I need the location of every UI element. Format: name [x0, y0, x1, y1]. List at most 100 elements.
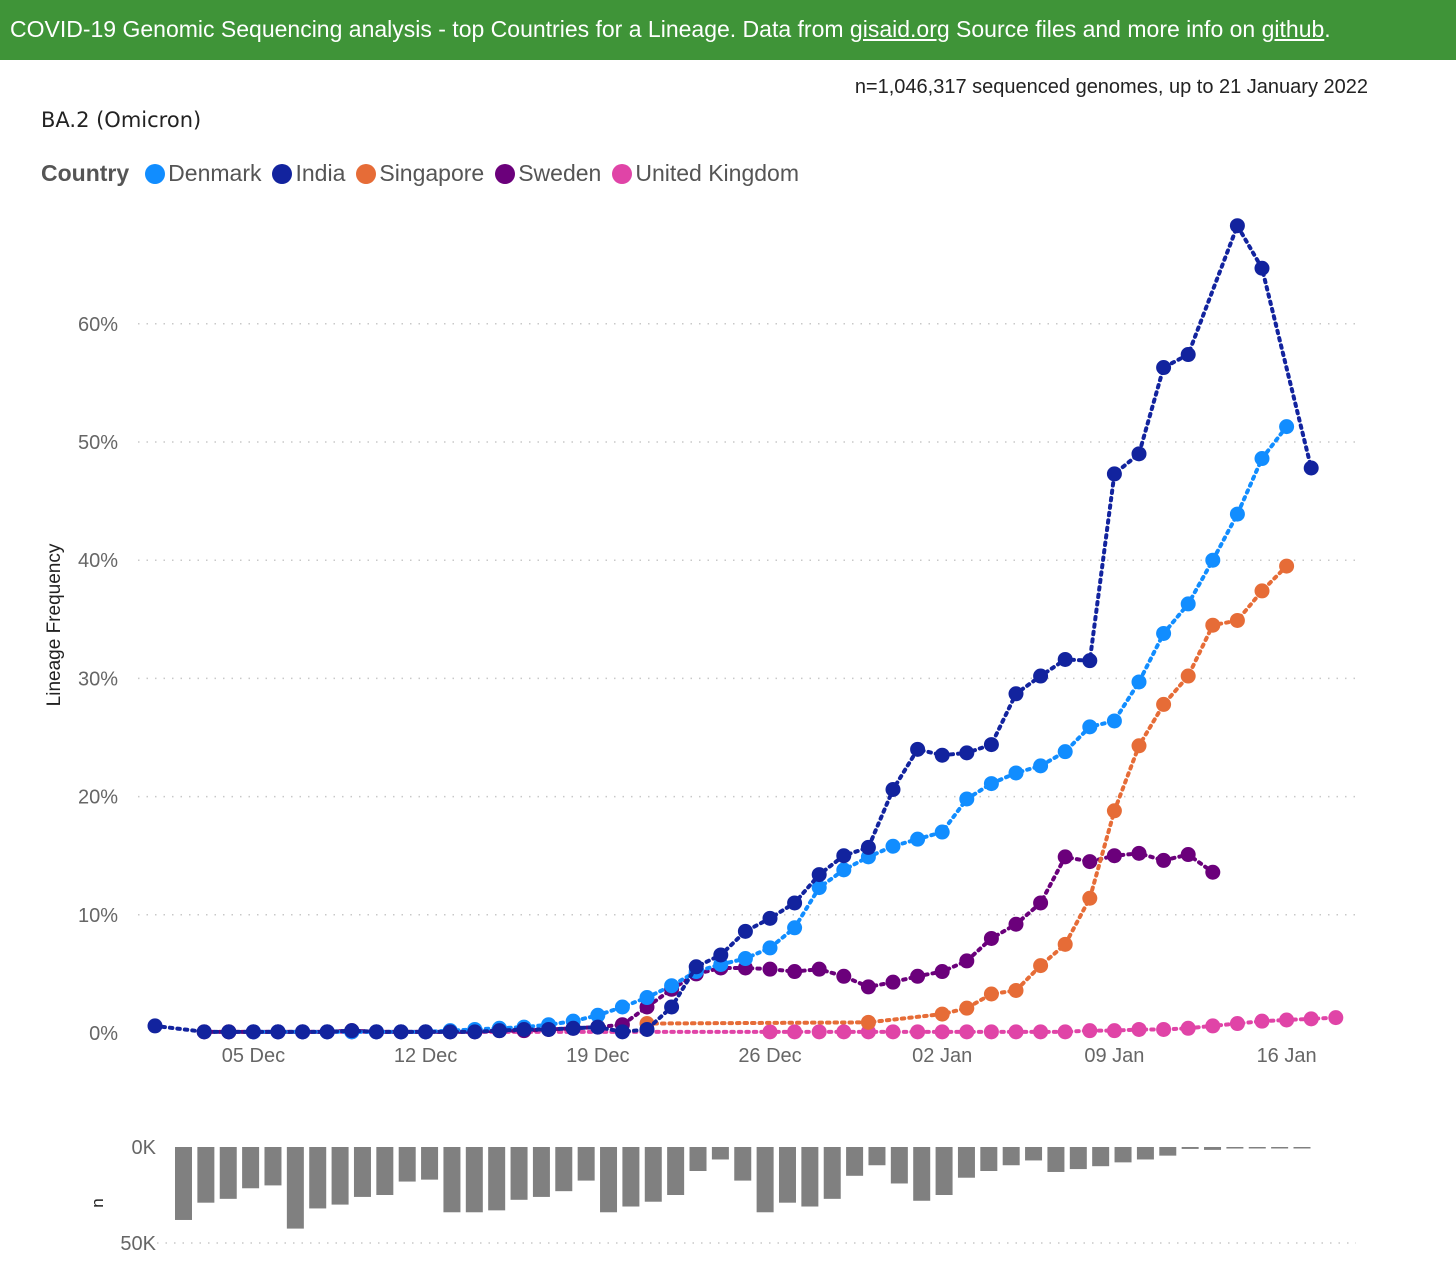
count-bar[interactable] — [1114, 1147, 1132, 1163]
data-point-sweden[interactable] — [1156, 852, 1172, 868]
data-point-denmark[interactable] — [1057, 744, 1073, 760]
data-point-united-kingdom[interactable] — [910, 1024, 926, 1040]
count-bar[interactable] — [219, 1147, 237, 1199]
data-point-singapore[interactable] — [1254, 583, 1270, 599]
data-point-sweden[interactable] — [1082, 854, 1098, 870]
count-bar[interactable] — [398, 1147, 416, 1182]
data-point-india[interactable] — [196, 1024, 212, 1040]
data-point-india[interactable] — [934, 747, 950, 763]
data-point-united-kingdom[interactable] — [1205, 1018, 1221, 1034]
data-point-india[interactable] — [1131, 446, 1147, 462]
count-bar[interactable] — [935, 1147, 953, 1195]
data-point-sweden[interactable] — [1033, 895, 1049, 911]
count-bar[interactable] — [1204, 1147, 1222, 1150]
count-bar[interactable] — [1293, 1147, 1311, 1149]
data-point-denmark[interactable] — [934, 824, 950, 840]
data-point-denmark[interactable] — [762, 940, 778, 956]
data-point-singapore[interactable] — [1156, 696, 1172, 712]
count-bar[interactable] — [264, 1147, 282, 1186]
data-point-india[interactable] — [221, 1024, 237, 1040]
data-point-india[interactable] — [1057, 651, 1073, 667]
data-point-united-kingdom[interactable] — [1033, 1024, 1049, 1040]
data-point-sweden[interactable] — [1008, 916, 1024, 932]
data-point-india[interactable] — [787, 895, 803, 911]
data-point-sweden[interactable] — [1057, 849, 1073, 865]
count-bar[interactable] — [689, 1147, 707, 1171]
data-point-india[interactable] — [516, 1021, 532, 1037]
count-bar[interactable] — [622, 1147, 640, 1207]
data-point-denmark[interactable] — [590, 1007, 606, 1023]
data-point-india[interactable] — [590, 1019, 606, 1035]
data-point-united-kingdom[interactable] — [1106, 1023, 1122, 1039]
count-bar[interactable] — [644, 1147, 662, 1202]
data-point-india[interactable] — [713, 947, 729, 963]
data-point-india[interactable] — [1008, 686, 1024, 702]
data-point-sweden[interactable] — [1205, 864, 1221, 880]
data-point-united-kingdom[interactable] — [1156, 1021, 1172, 1037]
data-point-india[interactable] — [270, 1024, 286, 1040]
data-point-india[interactable] — [295, 1024, 311, 1040]
data-point-denmark[interactable] — [1254, 451, 1270, 467]
data-point-singapore[interactable] — [1008, 982, 1024, 998]
count-bar[interactable] — [667, 1147, 685, 1195]
github-link[interactable]: github — [1261, 16, 1325, 42]
count-bar[interactable] — [331, 1147, 349, 1205]
data-point-denmark[interactable] — [1082, 719, 1098, 735]
data-point-singapore[interactable] — [959, 1000, 975, 1016]
data-point-india[interactable] — [737, 923, 753, 939]
data-point-singapore[interactable] — [1279, 558, 1295, 574]
data-point-singapore[interactable] — [1229, 612, 1245, 628]
data-point-denmark[interactable] — [787, 920, 803, 936]
data-point-united-kingdom[interactable] — [1180, 1020, 1196, 1036]
data-point-united-kingdom[interactable] — [1008, 1024, 1024, 1040]
count-bar[interactable] — [1047, 1147, 1065, 1172]
count-bar[interactable] — [197, 1147, 215, 1203]
data-point-sweden[interactable] — [910, 968, 926, 984]
count-bar[interactable] — [242, 1147, 260, 1189]
data-point-united-kingdom[interactable] — [811, 1024, 827, 1040]
data-point-india[interactable] — [1229, 218, 1245, 234]
data-point-singapore[interactable] — [934, 1006, 950, 1022]
count-bar[interactable] — [1181, 1147, 1199, 1149]
data-point-sweden[interactable] — [860, 979, 876, 995]
data-point-india[interactable] — [1082, 653, 1098, 669]
legend-item-denmark[interactable]: Denmark — [145, 160, 261, 187]
data-point-singapore[interactable] — [1057, 936, 1073, 952]
count-bar[interactable] — [555, 1147, 573, 1192]
count-bar[interactable] — [711, 1147, 729, 1160]
data-point-denmark[interactable] — [910, 831, 926, 847]
count-bar[interactable] — [980, 1147, 998, 1171]
count-bar[interactable] — [957, 1147, 975, 1178]
data-point-denmark[interactable] — [737, 951, 753, 967]
data-point-sweden[interactable] — [762, 961, 778, 977]
data-point-united-kingdom[interactable] — [1254, 1013, 1270, 1029]
data-point-singapore[interactable] — [1033, 958, 1049, 974]
count-bar[interactable] — [823, 1147, 841, 1199]
data-point-united-kingdom[interactable] — [1057, 1024, 1073, 1040]
data-point-denmark[interactable] — [664, 978, 680, 994]
count-bar[interactable] — [1025, 1147, 1043, 1161]
data-point-united-kingdom[interactable] — [836, 1024, 852, 1040]
data-point-united-kingdom[interactable] — [762, 1024, 778, 1040]
data-point-denmark[interactable] — [1033, 758, 1049, 774]
data-point-india[interactable] — [1180, 347, 1196, 363]
gisaid-link[interactable]: gisaid.org — [849, 16, 950, 42]
count-bar[interactable] — [443, 1147, 461, 1213]
data-point-singapore[interactable] — [1131, 738, 1147, 754]
data-point-sweden[interactable] — [885, 974, 901, 990]
data-point-denmark[interactable] — [1205, 552, 1221, 568]
count-bar[interactable] — [734, 1147, 752, 1181]
count-bar[interactable] — [600, 1147, 618, 1213]
count-bar[interactable] — [1092, 1147, 1110, 1167]
data-point-india[interactable] — [467, 1024, 483, 1040]
data-point-united-kingdom[interactable] — [885, 1024, 901, 1040]
data-point-india[interactable] — [811, 867, 827, 883]
data-point-india[interactable] — [368, 1024, 384, 1040]
data-point-denmark[interactable] — [836, 862, 852, 878]
count-bar[interactable] — [175, 1147, 192, 1220]
data-point-united-kingdom[interactable] — [983, 1024, 999, 1040]
data-point-india[interactable] — [565, 1020, 581, 1036]
data-point-india[interactable] — [1254, 260, 1270, 276]
data-point-denmark[interactable] — [639, 990, 655, 1006]
count-bar[interactable] — [286, 1147, 304, 1229]
